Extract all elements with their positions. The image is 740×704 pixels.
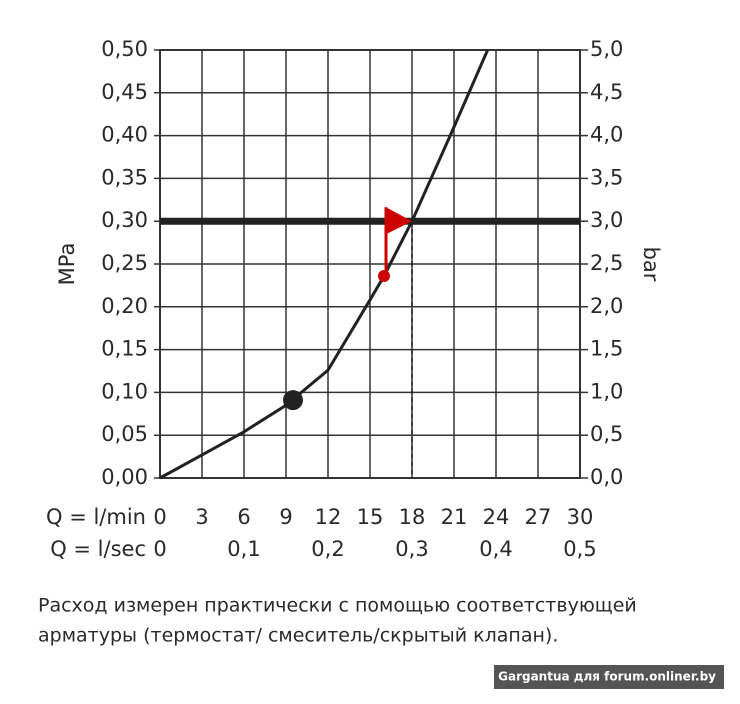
- watermark-bg: [494, 665, 724, 689]
- x-tick-label: 12: [315, 505, 342, 529]
- y2-axis-label: bar: [639, 247, 663, 282]
- watermark: Gargantua для forum.onliner.by: [498, 670, 716, 684]
- x2-tick-label: 0: [153, 537, 166, 561]
- y2-tick-label: 4,0: [590, 123, 623, 147]
- curve: [159, 49, 489, 480]
- y2-tick-label: 2,0: [590, 294, 623, 318]
- y-tick-label: 0,30: [101, 208, 148, 232]
- y-tick-label: 0,10: [101, 379, 148, 403]
- x2-tick-label: 0,2: [311, 537, 344, 561]
- y2-tick-label: 3,0: [590, 208, 623, 232]
- flag: [386, 207, 412, 235]
- y2-tick-label: 1,0: [590, 379, 623, 403]
- y-axis-label: MPa: [55, 243, 79, 286]
- y2-tick-label: 2,5: [590, 251, 623, 275]
- y-tick-label: 0,25: [101, 251, 148, 275]
- x-tick-label: 9: [279, 505, 292, 529]
- y-tick-label: 0,45: [101, 80, 148, 104]
- y2-tick-label: 0,5: [590, 422, 623, 446]
- x-tick-label: 18: [399, 505, 426, 529]
- y-tick-label: 0,05: [101, 422, 148, 446]
- x2-tick-label: 0,5: [563, 537, 596, 561]
- x-axis-label: Q = l/min: [46, 505, 146, 529]
- x-tick-label: 3: [195, 505, 208, 529]
- caption-line: арматуры (термостат/ смеситель/скрытый к…: [38, 625, 558, 647]
- y-tick-label: 0,15: [101, 337, 148, 361]
- red-point: [378, 269, 390, 282]
- y2-tick-label: 1,5: [590, 337, 623, 361]
- x-tick-label: 27: [525, 505, 552, 529]
- black-point: [283, 390, 303, 411]
- y-tick-label: 0,20: [101, 294, 148, 318]
- x2-tick-label: 0,1: [227, 537, 260, 561]
- y2-tick-label: 5,0: [590, 37, 623, 61]
- x2-tick-label: 0,3: [395, 537, 428, 561]
- x2-tick-label: 0,4: [479, 537, 512, 561]
- y2-tick-label: 3,5: [590, 165, 623, 189]
- y-tick-label: 0,40: [101, 123, 148, 147]
- x-tick-label: 24: [483, 505, 510, 529]
- x-tick-label: 6: [237, 505, 250, 529]
- y2-tick-label: 4,5: [590, 80, 623, 104]
- x-tick-label: 0: [153, 505, 166, 529]
- y2-tick-label: 0,0: [590, 465, 623, 489]
- x2-axis-label: Q = l/sec: [50, 537, 146, 561]
- x-tick-label: 30: [567, 505, 594, 529]
- y-tick-label: 0,50: [101, 37, 148, 61]
- caption-line: Расход измерен практически с помощью соо…: [38, 595, 637, 617]
- plot-frame: [159, 49, 581, 479]
- y-tick-label: 0,00: [101, 465, 148, 489]
- y-tick-label: 0,35: [101, 165, 148, 189]
- x-tick-label: 21: [441, 505, 468, 529]
- x-tick-label: 15: [357, 505, 384, 529]
